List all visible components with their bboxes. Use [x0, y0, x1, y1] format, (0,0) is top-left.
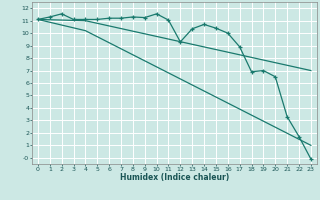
X-axis label: Humidex (Indice chaleur): Humidex (Indice chaleur): [120, 173, 229, 182]
